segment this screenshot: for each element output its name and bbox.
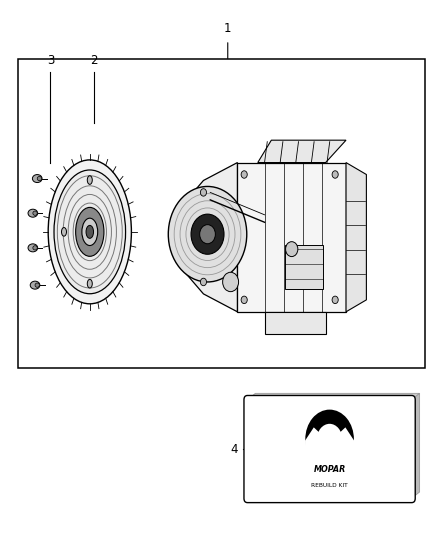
Polygon shape <box>170 163 237 312</box>
Circle shape <box>201 278 207 286</box>
Circle shape <box>241 296 247 304</box>
Text: REBUILD KIT: REBUILD KIT <box>311 483 348 488</box>
Circle shape <box>200 224 215 244</box>
Text: 3: 3 <box>47 54 54 67</box>
Bar <box>18 59 425 368</box>
Ellipse shape <box>33 211 37 215</box>
Circle shape <box>317 424 342 455</box>
Circle shape <box>332 171 338 178</box>
Ellipse shape <box>30 281 40 289</box>
FancyBboxPatch shape <box>244 395 415 503</box>
Circle shape <box>191 214 224 254</box>
Ellipse shape <box>28 209 38 217</box>
Circle shape <box>305 409 354 469</box>
Ellipse shape <box>37 176 42 181</box>
Polygon shape <box>265 312 326 334</box>
Ellipse shape <box>33 246 37 250</box>
Text: 4: 4 <box>230 442 238 456</box>
Circle shape <box>332 296 338 304</box>
Ellipse shape <box>86 225 94 238</box>
Polygon shape <box>305 427 354 470</box>
Ellipse shape <box>48 160 131 304</box>
Text: 1: 1 <box>224 22 232 35</box>
Bar <box>285 245 323 289</box>
Polygon shape <box>247 393 420 400</box>
Ellipse shape <box>76 207 104 256</box>
Ellipse shape <box>35 283 39 287</box>
Circle shape <box>201 189 207 196</box>
Polygon shape <box>346 163 366 312</box>
Circle shape <box>241 171 247 178</box>
Circle shape <box>168 187 247 282</box>
Circle shape <box>286 241 298 256</box>
Ellipse shape <box>28 244 38 252</box>
Text: MOPAR: MOPAR <box>314 465 346 474</box>
Ellipse shape <box>32 175 42 182</box>
Polygon shape <box>412 393 420 498</box>
Circle shape <box>223 272 239 292</box>
Text: 2: 2 <box>90 54 98 67</box>
Polygon shape <box>258 140 346 163</box>
Ellipse shape <box>82 218 98 246</box>
Ellipse shape <box>87 176 92 184</box>
Polygon shape <box>237 163 346 312</box>
Ellipse shape <box>54 170 126 294</box>
Ellipse shape <box>61 228 67 236</box>
Ellipse shape <box>87 279 92 288</box>
